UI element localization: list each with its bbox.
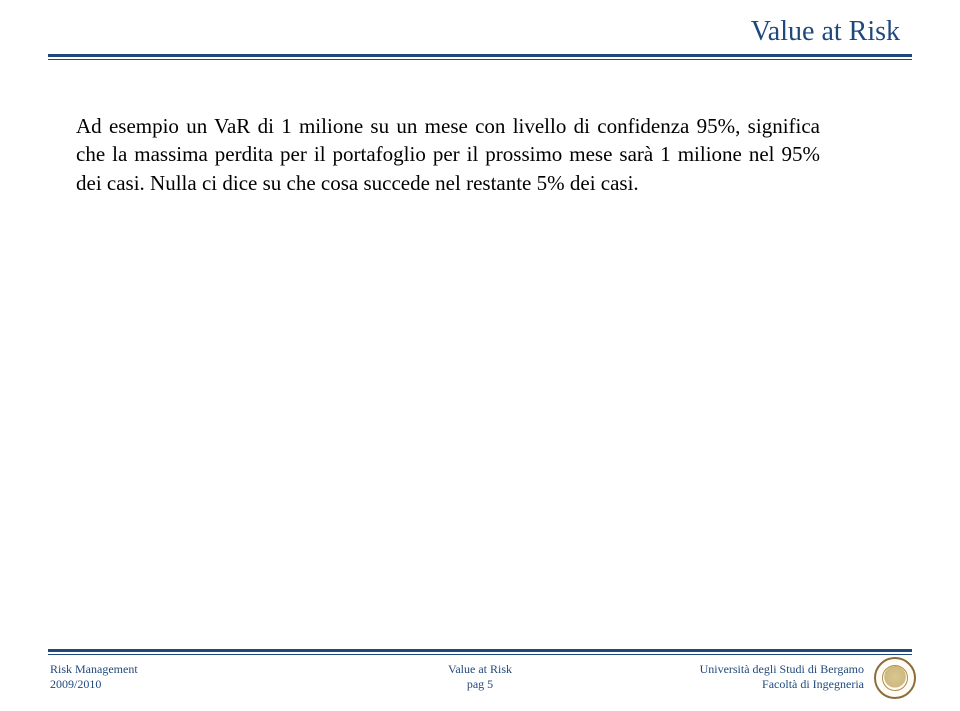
body-text: Ad esempio un VaR di 1 milione su un mes… bbox=[76, 112, 820, 197]
paragraph: Ad esempio un VaR di 1 milione su un mes… bbox=[76, 114, 820, 195]
footer-right-line2: Facoltà di Ingegneria bbox=[700, 677, 864, 693]
rule-thin bbox=[48, 59, 912, 60]
footer-right: Università degli Studi di Bergamo Facolt… bbox=[700, 662, 864, 693]
rule-thick bbox=[48, 649, 912, 652]
seal-outer-ring bbox=[874, 657, 916, 699]
footer-divider bbox=[48, 649, 912, 655]
rule-thick bbox=[48, 54, 912, 57]
slide: Value at Risk Ad esempio un VaR di 1 mil… bbox=[0, 0, 960, 711]
university-seal-icon bbox=[874, 657, 916, 699]
slide-title: Value at Risk bbox=[751, 16, 900, 47]
title-area: Value at Risk bbox=[751, 16, 900, 48]
title-divider bbox=[48, 54, 912, 60]
seal-inner-ring bbox=[882, 665, 908, 691]
rule-thin bbox=[48, 654, 912, 655]
footer-right-line1: Università degli Studi di Bergamo bbox=[700, 662, 864, 678]
